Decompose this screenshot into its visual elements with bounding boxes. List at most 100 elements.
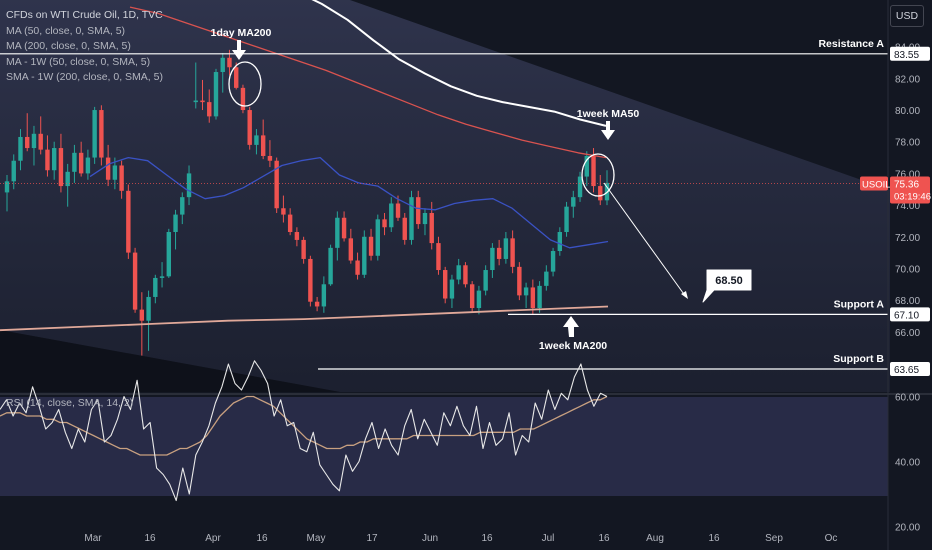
candle-body — [65, 171, 70, 187]
price-tick-label: 72.00 — [895, 233, 920, 244]
candle-body — [395, 203, 401, 218]
candle-body — [463, 265, 468, 285]
candle-body — [409, 197, 414, 240]
candle-body — [287, 214, 293, 233]
candle-body — [429, 213, 434, 244]
time-tick-label: Jun — [422, 533, 438, 544]
candle-body — [341, 217, 347, 239]
candle-body — [598, 186, 603, 201]
arrow-down-icon — [601, 121, 615, 140]
highlight-circle — [228, 61, 262, 107]
candle-body — [503, 238, 509, 259]
candle-body — [483, 270, 488, 291]
arrow-up-icon — [563, 316, 579, 337]
symbol-title[interactable]: CFDs on WTI Crude Oil, 1D, TVC — [6, 9, 163, 21]
candle-body — [247, 110, 252, 145]
candle-body — [85, 157, 91, 174]
candle-body — [119, 165, 124, 191]
target-callout — [702, 269, 752, 303]
candle-body — [220, 57, 225, 73]
ma-1w-50-line — [311, 0, 607, 127]
candle-body — [591, 155, 596, 187]
rsi-tick-label: 40.00 — [895, 458, 920, 469]
countdown-timer: 03:19:46 — [894, 192, 931, 203]
candle-body — [112, 165, 118, 180]
candle-body — [422, 213, 428, 225]
candle-body — [126, 190, 131, 253]
candle-body — [476, 290, 482, 309]
currency-button[interactable]: USD — [890, 5, 924, 27]
support-a-price-tag: 67.10 — [894, 310, 919, 321]
candle-body — [490, 247, 495, 271]
support-b-price-tag: 63.65 — [894, 365, 919, 376]
rsi-band — [0, 397, 888, 496]
candle-body — [153, 277, 158, 297]
candle-body — [274, 160, 279, 209]
candle-body — [389, 203, 394, 228]
legend-ma50[interactable]: MA (50, close, 0, SMA, 5) — [6, 24, 126, 37]
chart-legend: CFDs on WTI Crude Oil, 1D, TVC MA (50, c… — [6, 8, 163, 86]
candle-body — [382, 219, 387, 228]
candle-body — [584, 155, 589, 177]
ma200-line — [129, 6, 607, 159]
candle-body — [314, 301, 320, 307]
candle-body — [510, 238, 515, 267]
candle-body — [260, 135, 266, 156]
rsi-line — [0, 360, 608, 502]
time-tick-label: 16 — [598, 533, 610, 544]
legend-ma-1w-50[interactable]: MA - 1W (50, close, 0, SMA, 5) — [6, 55, 151, 68]
time-tick-label: Apr — [205, 533, 221, 544]
time-tick-label: 16 — [144, 533, 156, 544]
time-tick-label: 16 — [481, 533, 493, 544]
candle-body — [139, 309, 145, 321]
candle-body — [180, 197, 185, 215]
candle-body — [368, 236, 374, 256]
support-b-label: Support B — [833, 353, 884, 365]
candle-body — [213, 72, 219, 117]
rsi-tick-label: 60.00 — [895, 393, 920, 404]
candle-body — [436, 243, 441, 271]
projection-arrow-line — [603, 182, 687, 298]
legend-ma200[interactable]: MA (200, close, 0, SMA, 5) — [6, 40, 131, 52]
projection-arrow-head — [681, 291, 688, 299]
candle-body — [18, 136, 23, 161]
candle-body — [45, 149, 50, 171]
candle-body — [301, 239, 306, 259]
candle-body — [146, 296, 151, 321]
candle-body — [267, 155, 273, 161]
candle-body — [416, 197, 421, 225]
candle-body — [496, 247, 502, 259]
target-value: 68.50 — [715, 275, 743, 287]
candle-body — [571, 197, 576, 207]
sma-1w-200-line — [0, 305, 609, 332]
time-tick-label: 17 — [366, 533, 378, 544]
ma50-week-annotation: 1week MA50 — [577, 108, 640, 120]
price-tick-label: 82.00 — [895, 74, 920, 85]
legend-sma-1w-200[interactable]: SMA - 1W (200, close, 0, SMA, 5) — [6, 71, 163, 83]
candle-body — [200, 100, 205, 103]
last-price-tag-bg — [890, 176, 930, 204]
candle-body — [537, 285, 542, 309]
candle-body — [577, 176, 583, 198]
candle-body — [523, 287, 529, 296]
price-tick-label: 66.00 — [895, 328, 920, 339]
resistance-a-price-tag-bg — [890, 46, 930, 61]
candle-body — [355, 260, 360, 275]
candle-body — [240, 87, 246, 111]
candle-body — [193, 100, 198, 103]
rsi-legend[interactable]: RSI (14, close, SMA, 14, 2) — [6, 397, 134, 409]
price-tick-label: 74.00 — [895, 201, 920, 212]
candle-body — [166, 232, 171, 277]
time-tick-label: Oc — [825, 533, 838, 544]
time-tick-label: Aug — [646, 533, 664, 544]
candle-body — [335, 217, 340, 248]
candle-body — [328, 247, 333, 285]
candle-body — [38, 133, 43, 150]
support-a-price-tag-bg — [890, 307, 930, 322]
support-b-price-tag-bg — [890, 362, 930, 377]
candle-body — [4, 181, 10, 193]
resistance-a-label: Resistance A — [818, 38, 884, 50]
symbol-tag: USOIL — [862, 180, 891, 191]
candle-body — [173, 214, 178, 233]
